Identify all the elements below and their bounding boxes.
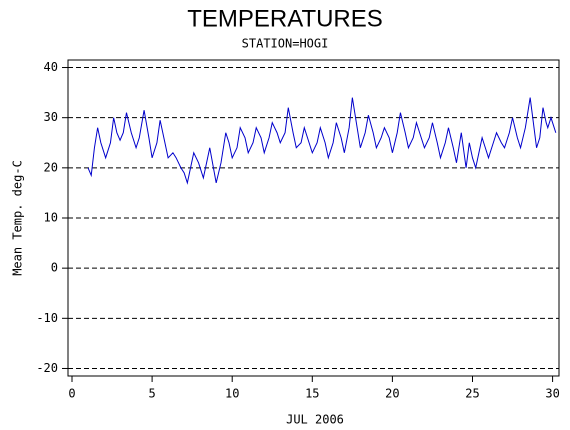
y-tick-label: -10 [36, 311, 58, 325]
x-axis-label: JUL 2006 [286, 413, 344, 427]
x-tick-label: 10 [225, 387, 239, 401]
y-tick-label: 0 [51, 261, 58, 275]
y-tick-label: 20 [44, 160, 58, 174]
x-tick-label: 0 [68, 387, 75, 401]
chart-subtitle: STATION=HOGI [242, 37, 329, 51]
x-tick-label: 15 [305, 387, 319, 401]
x-tick-label: 20 [385, 387, 399, 401]
y-tick-label: 40 [44, 60, 58, 74]
y-tick-label: 30 [44, 110, 58, 124]
y-tick-label: 10 [44, 211, 58, 225]
x-tick-label: 25 [465, 387, 479, 401]
x-tick-label: 30 [545, 387, 559, 401]
temperature-line [87, 97, 557, 185]
y-tick-label: -20 [36, 361, 58, 375]
y-axis-label: Mean Temp. deg-C [11, 160, 25, 276]
x-tick-label: 5 [148, 387, 155, 401]
chart-title: TEMPERATURES [187, 5, 383, 32]
